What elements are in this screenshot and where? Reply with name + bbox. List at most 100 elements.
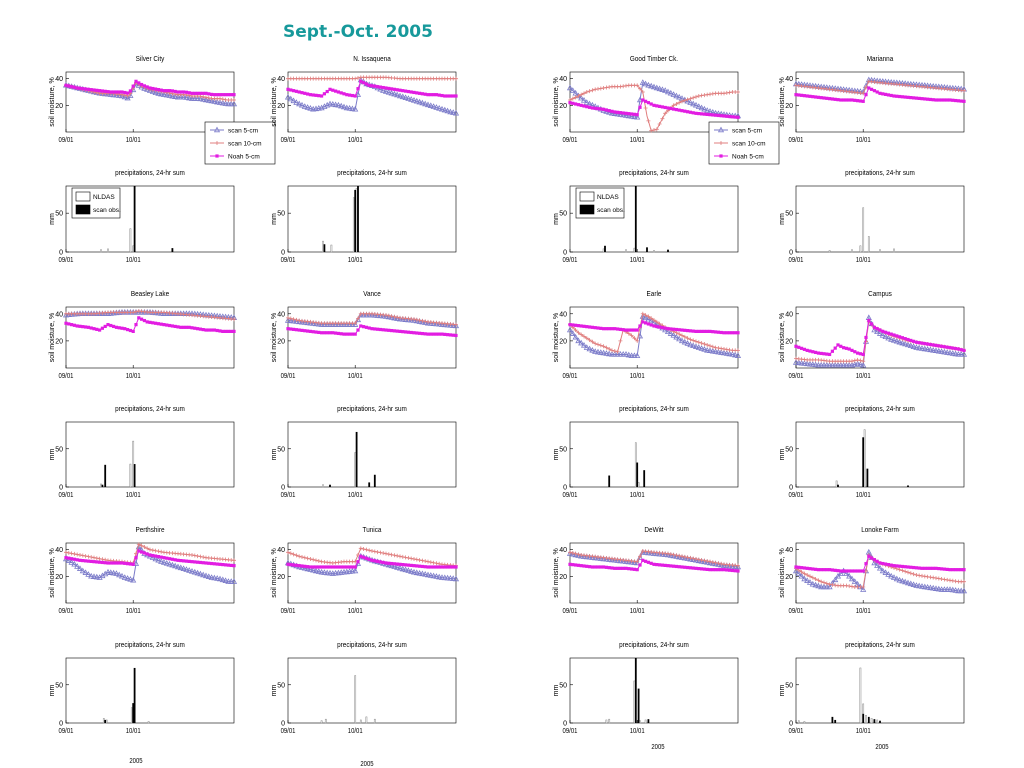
data-point	[172, 562, 179, 569]
data-point	[314, 93, 318, 97]
data-point	[890, 574, 898, 580]
data-point	[632, 336, 637, 341]
data-point	[440, 565, 444, 569]
data-point	[690, 100, 697, 107]
data-point	[635, 338, 640, 343]
data-point	[708, 92, 712, 97]
data-point	[198, 327, 202, 331]
series-obs	[101, 464, 136, 487]
data-point	[328, 331, 332, 335]
data-point	[354, 91, 362, 97]
data-point	[436, 105, 443, 111]
data-point	[828, 568, 832, 572]
x-tick-label: 09/01	[281, 608, 296, 616]
data-point	[155, 556, 162, 563]
data-point	[946, 586, 954, 592]
data-point	[156, 549, 161, 554]
bar	[147, 721, 150, 724]
data-point	[148, 553, 152, 557]
data-point	[95, 560, 99, 564]
data-point	[187, 559, 191, 563]
data-point	[702, 329, 706, 333]
data-point	[597, 349, 604, 355]
bar	[355, 188, 358, 253]
data-point	[857, 361, 864, 367]
data-point	[959, 99, 963, 103]
data-point	[348, 565, 352, 569]
data-point	[621, 84, 626, 89]
data-point	[415, 331, 419, 335]
panel-title: precipitations, 24-hr sum	[115, 642, 185, 650]
data-point	[100, 560, 104, 565]
data-point	[682, 554, 687, 559]
data-point	[912, 339, 916, 343]
bar	[357, 186, 359, 252]
data-point	[204, 561, 208, 565]
series-noah	[286, 324, 458, 338]
data-point	[322, 331, 326, 335]
data-point	[594, 554, 602, 561]
data-point	[900, 336, 904, 340]
data-point	[373, 559, 377, 563]
y-tick-label: 0	[789, 485, 793, 492]
data-point	[948, 578, 952, 583]
data-point	[904, 341, 912, 348]
data-point	[635, 559, 640, 564]
data-point	[415, 91, 419, 95]
data-point	[699, 558, 704, 563]
data-point	[430, 320, 437, 327]
data-point	[168, 89, 172, 93]
data-point	[294, 563, 298, 567]
data-point	[364, 556, 368, 560]
x-tick-label: 09/01	[789, 137, 804, 145]
series-line-scan5	[795, 316, 964, 366]
data-point	[367, 557, 371, 561]
data-point	[139, 543, 144, 548]
bar	[323, 244, 326, 252]
data-point	[300, 91, 304, 95]
data-point	[320, 565, 324, 569]
data-point	[839, 98, 843, 102]
data-point	[582, 104, 586, 108]
data-point	[142, 545, 147, 549]
data-point	[946, 349, 954, 356]
bar	[132, 440, 135, 488]
data-point	[699, 93, 704, 98]
data-point	[401, 330, 405, 334]
data-point	[312, 567, 320, 574]
data-point	[856, 99, 860, 103]
data-point	[885, 571, 892, 577]
data-point	[811, 95, 815, 99]
data-point	[705, 559, 710, 564]
panel-title: Silver City	[136, 56, 165, 64]
data-point	[576, 563, 580, 567]
bar	[859, 667, 862, 724]
data-point	[417, 318, 422, 323]
data-point	[154, 321, 158, 325]
x-tick-label: 09/01	[281, 257, 296, 265]
data-point	[198, 560, 202, 565]
y-tick-label: 40	[559, 311, 567, 318]
data-point	[298, 318, 306, 325]
data-point	[812, 581, 819, 588]
data-point	[583, 99, 590, 105]
data-point	[429, 565, 433, 569]
data-point	[131, 562, 135, 566]
data-point	[903, 95, 907, 99]
data-point	[358, 546, 363, 551]
data-point	[317, 565, 321, 569]
bar	[873, 719, 876, 723]
data-point	[342, 332, 346, 336]
y-tick-label: 50	[559, 446, 567, 453]
data-point	[596, 326, 600, 330]
bar	[605, 719, 608, 724]
data-point	[426, 559, 430, 564]
data-point	[948, 346, 952, 350]
data-point	[216, 575, 224, 582]
data-point	[822, 352, 826, 356]
y-tick-label: 20	[55, 103, 63, 110]
data-point	[301, 319, 308, 325]
data-point	[607, 85, 612, 90]
data-point	[666, 327, 670, 331]
